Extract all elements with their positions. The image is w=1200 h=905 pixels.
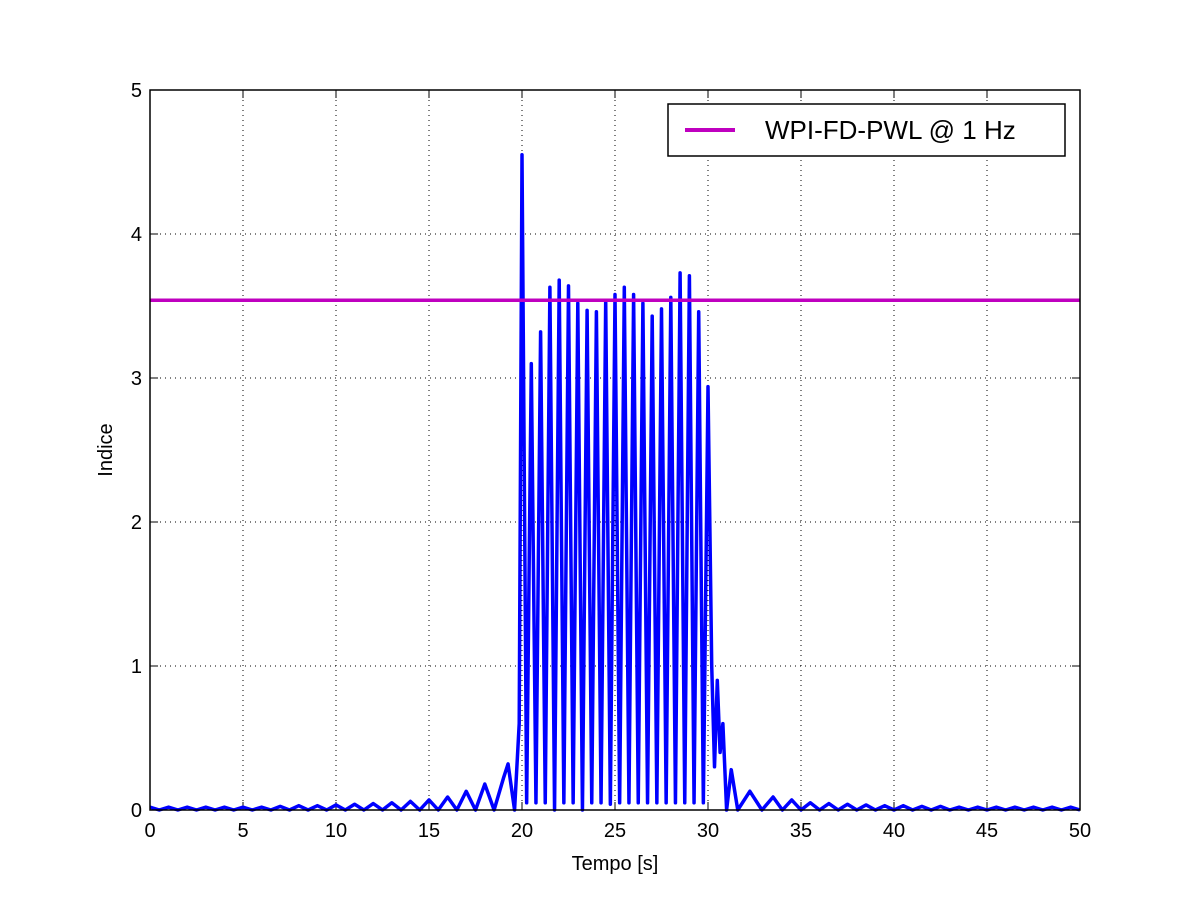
- x-tick-label: 10: [325, 820, 347, 842]
- x-tick-label: 20: [511, 820, 533, 842]
- x-tick-label: 0: [144, 820, 155, 842]
- y-tick-label: 5: [131, 80, 142, 102]
- y-tick-label: 3: [131, 368, 142, 390]
- y-tick-label: 4: [131, 224, 142, 246]
- x-axis-label: Tempo [s]: [572, 853, 659, 875]
- x-tick-label: 50: [1069, 820, 1091, 842]
- y-axis-label: Indice: [95, 423, 117, 476]
- x-tick-label: 25: [604, 820, 626, 842]
- x-tick-label: 30: [697, 820, 719, 842]
- legend-label: WPI-FD-PWL @ 1 Hz: [765, 115, 1016, 145]
- x-tick-label: 35: [790, 820, 812, 842]
- x-tick-label: 5: [237, 820, 248, 842]
- y-tick-label: 0: [131, 800, 142, 822]
- x-tick-label: 40: [883, 820, 905, 842]
- x-tick-label: 45: [976, 820, 998, 842]
- y-tick-label: 2: [131, 512, 142, 534]
- y-tick-label: 1: [131, 656, 142, 678]
- x-tick-label: 15: [418, 820, 440, 842]
- plot-frame: [149, 89, 1081, 811]
